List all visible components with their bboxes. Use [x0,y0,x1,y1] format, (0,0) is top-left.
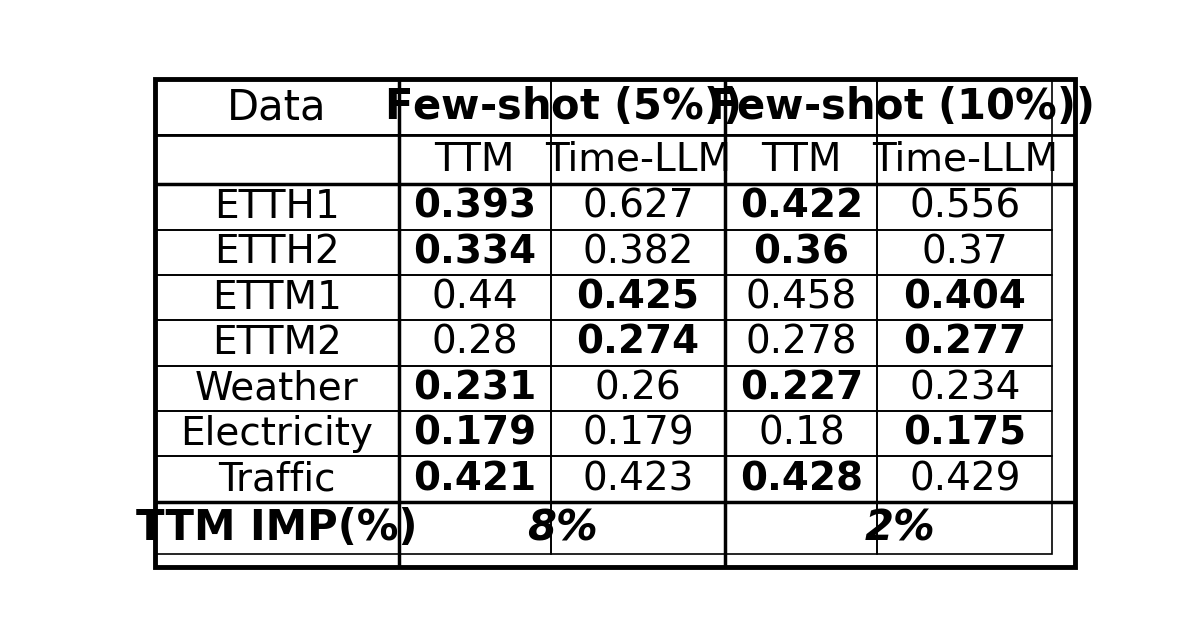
Bar [726,184,877,230]
Text: 0.26: 0.26 [595,369,682,407]
Text: 0.179: 0.179 [413,415,536,452]
Bar [726,136,877,184]
Bar [155,79,398,136]
Bar [551,184,726,230]
Bar [877,230,1052,275]
Text: 8%: 8% [527,507,598,549]
Bar [551,79,726,136]
Bar [877,320,1052,365]
Text: 0.428: 0.428 [740,460,863,498]
Text: Electricity: Electricity [180,415,373,452]
Bar [726,456,877,502]
Text: 0.425: 0.425 [576,278,700,317]
Bar [726,230,877,275]
Text: 0.393: 0.393 [413,188,536,226]
Bar [398,184,551,230]
Text: 0.44: 0.44 [431,278,518,317]
Text: Time-LLM: Time-LLM [872,141,1058,179]
Text: 0.627: 0.627 [582,188,694,226]
Bar [877,365,1052,411]
Text: 0.18: 0.18 [758,415,845,452]
Text: 0.227: 0.227 [740,369,863,407]
Text: 0.277: 0.277 [904,324,1026,362]
Text: Traffic: Traffic [218,460,335,498]
Bar [877,411,1052,456]
Bar [155,456,398,502]
Bar [877,184,1052,230]
Text: ETTM2: ETTM2 [211,324,342,362]
Text: 0.334: 0.334 [413,233,536,271]
Text: 0.179: 0.179 [582,415,694,452]
Bar [551,456,726,502]
Bar [398,136,551,184]
Text: TTM IMP(%): TTM IMP(%) [136,507,418,549]
Text: TTM: TTM [761,141,841,179]
Text: 2%: 2% [865,507,936,549]
Text: 0.36: 0.36 [754,233,850,271]
Text: Few-shot ($\mathbf{10\%}$)): Few-shot ($\mathbf{10\%}$)) [708,86,1093,128]
Text: 0.421: 0.421 [413,460,536,498]
Bar [726,365,877,411]
Bar [398,365,551,411]
Bar [726,320,877,365]
Text: 0.231: 0.231 [413,369,536,407]
Bar [551,411,726,456]
Bar [726,411,877,456]
Text: 0.458: 0.458 [746,278,857,317]
Bar [155,136,398,184]
Text: Few-shot ($\mathbf{5\%}$)): Few-shot ($\mathbf{5\%}$)) [384,86,740,128]
Text: 0.28: 0.28 [431,324,518,362]
Bar [551,230,726,275]
Bar [551,275,726,320]
Text: Time-LLM: Time-LLM [545,141,731,179]
Text: Weather: Weather [194,369,359,407]
Text: 0.37: 0.37 [922,233,1008,271]
Bar [155,184,398,230]
Bar [398,502,551,554]
Bar [551,320,726,365]
Bar [726,502,877,554]
Text: ETTH1: ETTH1 [214,188,340,226]
Text: 0.234: 0.234 [910,369,1020,407]
Bar [155,502,398,554]
Text: 0.278: 0.278 [745,324,857,362]
Bar [398,79,551,136]
Bar [551,136,726,184]
Bar [877,136,1052,184]
Text: 0.404: 0.404 [904,278,1026,317]
Text: 0.423: 0.423 [582,460,694,498]
Text: 0.422: 0.422 [740,188,863,226]
Bar [155,365,398,411]
Text: ETTM1: ETTM1 [211,278,342,317]
Text: ETTH2: ETTH2 [214,233,340,271]
Bar [726,275,877,320]
Text: 0.175: 0.175 [904,415,1026,452]
Bar [726,79,877,136]
Bar [398,456,551,502]
Text: Data: Data [227,86,326,128]
Text: 0.429: 0.429 [910,460,1021,498]
Text: 0.382: 0.382 [582,233,694,271]
Bar [155,275,398,320]
Bar [398,411,551,456]
Bar [877,275,1052,320]
Bar [398,230,551,275]
Bar [877,502,1052,554]
Bar [155,320,398,365]
Text: 0.274: 0.274 [576,324,700,362]
Bar [155,411,398,456]
Bar [551,502,726,554]
Text: TTM: TTM [434,141,515,179]
Text: 0.556: 0.556 [910,188,1020,226]
Bar [877,79,1052,136]
Bar [155,230,398,275]
Bar [551,365,726,411]
Bar [398,320,551,365]
Bar [877,456,1052,502]
Bar [398,275,551,320]
